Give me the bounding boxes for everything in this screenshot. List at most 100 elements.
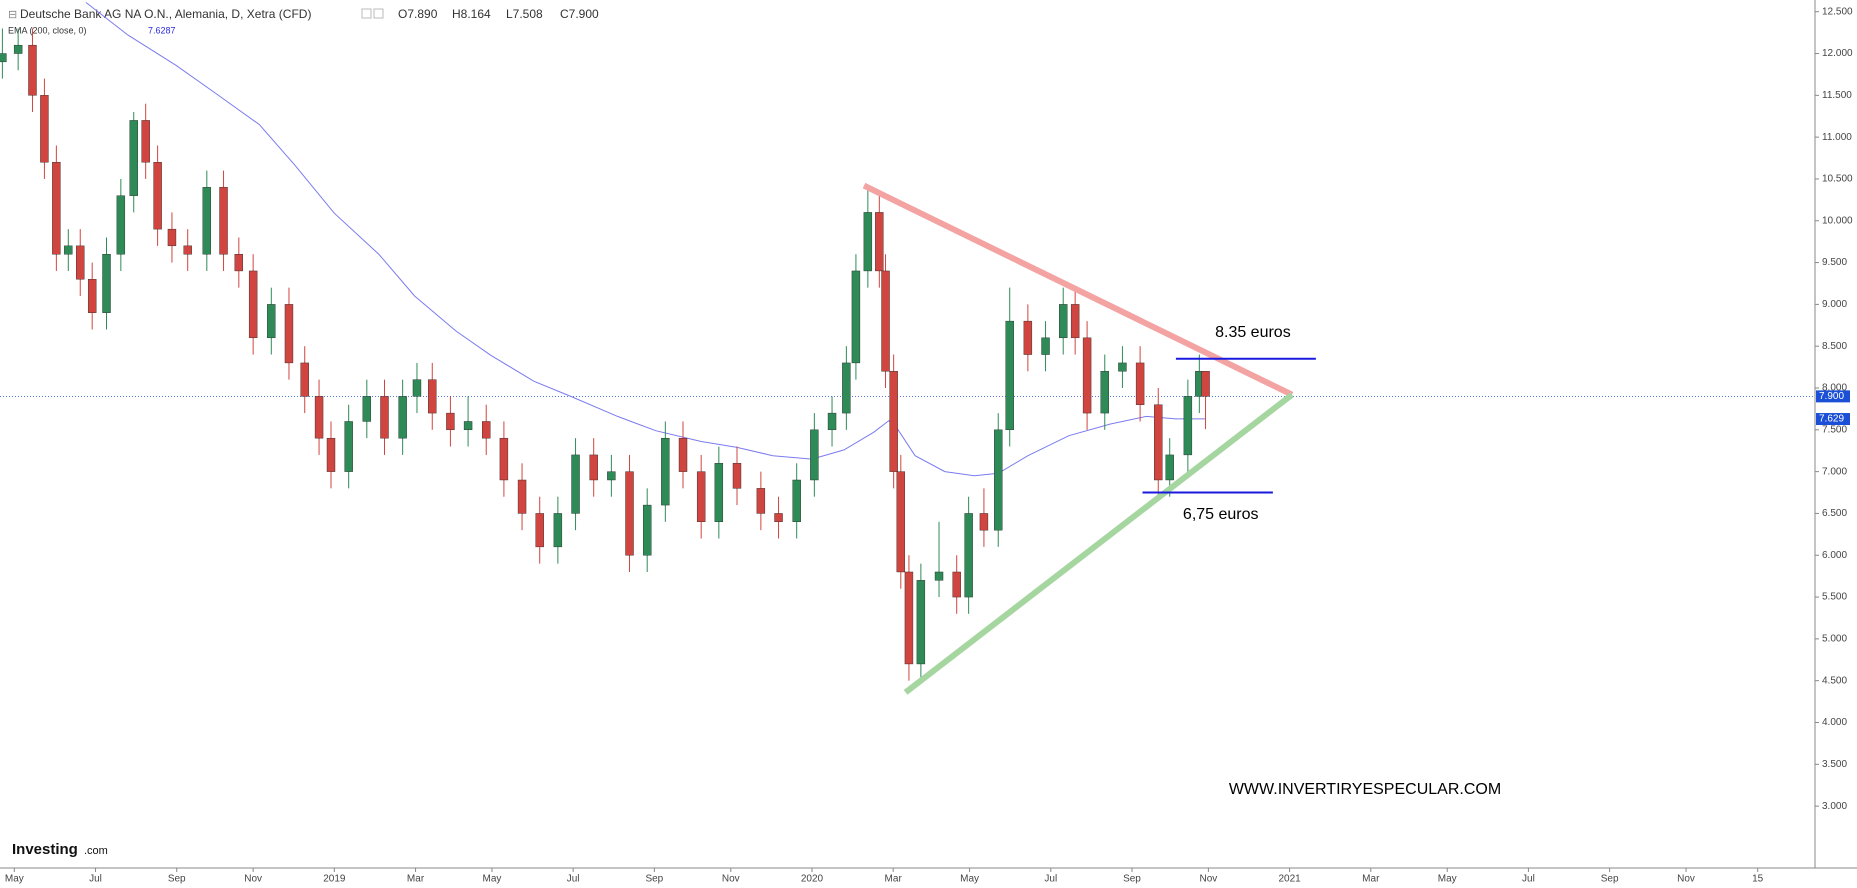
level-label: 6,75 euros	[1183, 506, 1259, 523]
candle-body	[153, 162, 162, 230]
x-tick-label: Jul	[567, 874, 580, 885]
x-tick-label: 2021	[1278, 874, 1301, 885]
candle-body	[889, 371, 898, 472]
candle-body	[792, 479, 801, 523]
logo: Investing	[12, 841, 78, 858]
candle-body	[116, 195, 126, 255]
x-tick-label: Jul	[1044, 874, 1057, 885]
candle-body	[535, 513, 544, 548]
logo-suffix: .com	[84, 845, 108, 857]
candle-body	[952, 571, 961, 598]
x-tick-label: Sep	[1123, 874, 1141, 885]
y-tick-label: 10.500	[1822, 174, 1853, 185]
candle-body	[642, 504, 652, 556]
ema-line	[85, 2, 1206, 477]
ohlc-value: O7.890	[398, 7, 438, 21]
indicator-label: EMA (200, close, 0)	[8, 25, 87, 35]
candle-body	[863, 212, 873, 272]
x-tick-label: May	[483, 874, 502, 885]
candle-body	[661, 437, 670, 506]
candle-body	[1183, 396, 1193, 456]
candle-body	[1154, 404, 1163, 481]
candle-body	[267, 304, 276, 339]
ohlc-value: C7.900	[560, 7, 599, 21]
candle-body	[625, 471, 634, 556]
candle-body	[428, 379, 437, 414]
x-tick-label: Nov	[722, 874, 740, 885]
x-tick-label: 2020	[801, 874, 824, 885]
level-label: 8.35 euros	[1215, 324, 1291, 341]
candle-body	[1023, 320, 1033, 355]
candle-body	[881, 270, 890, 372]
ohlc-value: L7.508	[506, 7, 543, 21]
y-tick-label: 5.000	[1822, 634, 1847, 645]
candle-body	[1070, 304, 1080, 339]
x-tick-label: Mar	[1362, 874, 1380, 885]
y-tick-label: 8.500	[1822, 341, 1847, 352]
candle-body	[1100, 371, 1109, 414]
trendline	[903, 392, 1294, 695]
collapse-icon: ⊟	[8, 9, 17, 21]
y-tick-label: 11.000	[1822, 132, 1852, 143]
candle-body	[1201, 371, 1210, 397]
candle-body	[1165, 454, 1174, 481]
x-tick-label: Nov	[1677, 874, 1695, 885]
candle-body	[851, 270, 861, 364]
y-tick-label: 6.000	[1822, 550, 1847, 561]
trendline	[862, 182, 1294, 398]
x-tick-label: Sep	[168, 874, 186, 885]
y-tick-label: 4.000	[1822, 717, 1847, 728]
price-box-label: 7.629	[1819, 414, 1844, 425]
candle-body	[326, 437, 336, 472]
candle-body	[202, 187, 212, 255]
candle-body	[1082, 337, 1092, 414]
candle-body	[446, 412, 455, 431]
candle-body	[696, 471, 706, 523]
y-tick-label: 7.500	[1822, 424, 1847, 435]
candle-body	[1041, 337, 1050, 355]
candle-body	[412, 379, 422, 397]
y-tick-label: 7.000	[1822, 466, 1847, 477]
symbol-title: Deutsche Bank AG NA O.N., Alemania, D, X…	[20, 7, 311, 21]
x-tick-label: Mar	[885, 874, 903, 885]
candle-body	[141, 120, 150, 163]
candle-body	[87, 279, 97, 313]
candle-body	[964, 513, 973, 598]
candle-body	[167, 228, 177, 247]
x-tick-label: Nov	[1200, 874, 1218, 885]
candle-body	[314, 396, 324, 439]
candle-body	[756, 488, 766, 514]
candle-body	[1135, 362, 1145, 405]
candle-body	[362, 396, 372, 422]
ohlc-value: H8.164	[452, 7, 491, 21]
y-tick-label: 5.500	[1822, 592, 1847, 603]
x-tick-label: 2019	[323, 874, 346, 885]
watermark: WWW.INVERTIRYESPECULAR.COM	[1229, 781, 1501, 798]
candle-body	[810, 429, 819, 481]
x-tick-label: May	[1438, 874, 1457, 885]
candle-body	[380, 396, 389, 439]
y-tick-label: 6.500	[1822, 508, 1847, 519]
candle-body	[52, 162, 61, 255]
x-tick-label: Jul	[89, 874, 102, 885]
icon	[361, 8, 372, 19]
x-tick-label: 15	[1752, 874, 1764, 885]
candle-body	[1059, 304, 1068, 339]
candle-body	[0, 53, 7, 63]
y-tick-label: 9.000	[1822, 299, 1847, 310]
candle-body	[896, 471, 906, 573]
icon	[373, 8, 384, 19]
candle-body	[234, 254, 244, 272]
y-tick-label: 8.000	[1822, 383, 1847, 394]
candle-body	[774, 513, 783, 523]
candle-body	[284, 304, 294, 364]
x-tick-label: Sep	[645, 874, 663, 885]
candle-body	[102, 254, 111, 313]
y-tick-label: 9.500	[1822, 257, 1847, 268]
candle-body	[678, 437, 688, 472]
candle-body	[219, 187, 228, 255]
indicator-value: 7.6287	[148, 25, 176, 35]
y-tick-label: 12.000	[1822, 48, 1853, 59]
